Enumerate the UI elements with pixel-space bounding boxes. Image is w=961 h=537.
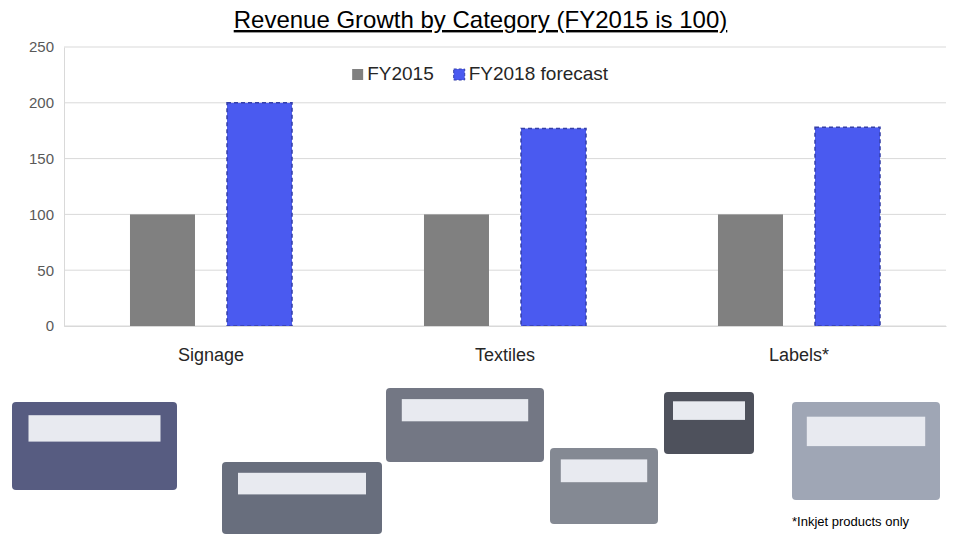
grid-line <box>64 102 946 103</box>
product-image <box>550 448 658 524</box>
annotation: *Inkjet products only <box>792 514 910 529</box>
product-image <box>792 402 940 500</box>
y-tick: 200 <box>29 94 64 111</box>
x-axis-line <box>65 326 947 327</box>
grid-line <box>64 326 946 327</box>
product-body <box>222 462 382 534</box>
legend-swatch <box>454 69 465 80</box>
y-axis: 0 50 100 150 200 250 <box>29 38 65 334</box>
y-tick: 50 <box>37 262 64 279</box>
chart: Revenue Growth by Category (FY2015 is 10… <box>0 0 961 537</box>
grid <box>64 47 946 326</box>
product-body <box>664 392 754 454</box>
product-panel <box>807 417 925 446</box>
y-tick-label: 0 <box>46 317 54 334</box>
bar <box>130 214 195 326</box>
y-tick: 100 <box>29 206 64 223</box>
bars <box>130 103 880 326</box>
x-tick-label: Textiles <box>475 345 535 365</box>
product-panel <box>402 399 528 421</box>
product-panel <box>561 459 647 482</box>
product-body <box>550 448 658 524</box>
product-images <box>12 388 940 534</box>
product-panel <box>29 415 161 441</box>
product-panel <box>673 401 745 420</box>
legend-label: FY2015 <box>367 63 434 84</box>
y-tick-label: 100 <box>29 206 54 223</box>
y-tick-label: 50 <box>37 262 54 279</box>
bar <box>227 103 292 326</box>
product-image <box>664 392 754 454</box>
legend-item: FY2018 forecast <box>454 63 609 84</box>
product-image <box>222 462 382 534</box>
legend-swatch <box>352 69 363 80</box>
x-tick: Labels* <box>769 326 829 365</box>
grid-line <box>64 270 946 271</box>
x-tick: Signage <box>178 326 244 365</box>
x-tick-label: Signage <box>178 345 244 365</box>
x-tick: Textiles <box>475 326 535 365</box>
bar <box>521 128 586 326</box>
y-axis-line <box>64 48 65 327</box>
bar <box>718 214 783 326</box>
y-tick-label: 250 <box>29 38 54 55</box>
bar <box>815 127 880 326</box>
legend-item: FY2015 <box>352 63 434 84</box>
product-body <box>12 402 177 490</box>
grid-line <box>64 214 946 215</box>
x-tick-label: Labels* <box>769 345 829 365</box>
y-tick: 0 <box>46 317 64 334</box>
grid-line <box>64 47 946 48</box>
product-image <box>386 388 544 462</box>
y-tick: 250 <box>29 38 64 55</box>
product-panel <box>238 473 366 495</box>
title: Revenue Growth by Category (FY2015 is 10… <box>234 6 728 33</box>
x-axis: Signage Textiles Labels* <box>65 326 947 365</box>
legend-label: FY2018 forecast <box>469 63 609 84</box>
y-tick-label: 200 <box>29 94 54 111</box>
product-body <box>792 402 940 500</box>
product-image <box>12 402 177 490</box>
product-body <box>386 388 544 462</box>
bar <box>424 214 489 326</box>
y-tick-label: 150 <box>29 150 54 167</box>
legend: FY2015 FY2018 forecast <box>352 63 609 84</box>
grid-line <box>64 158 946 159</box>
y-tick: 150 <box>29 150 64 167</box>
